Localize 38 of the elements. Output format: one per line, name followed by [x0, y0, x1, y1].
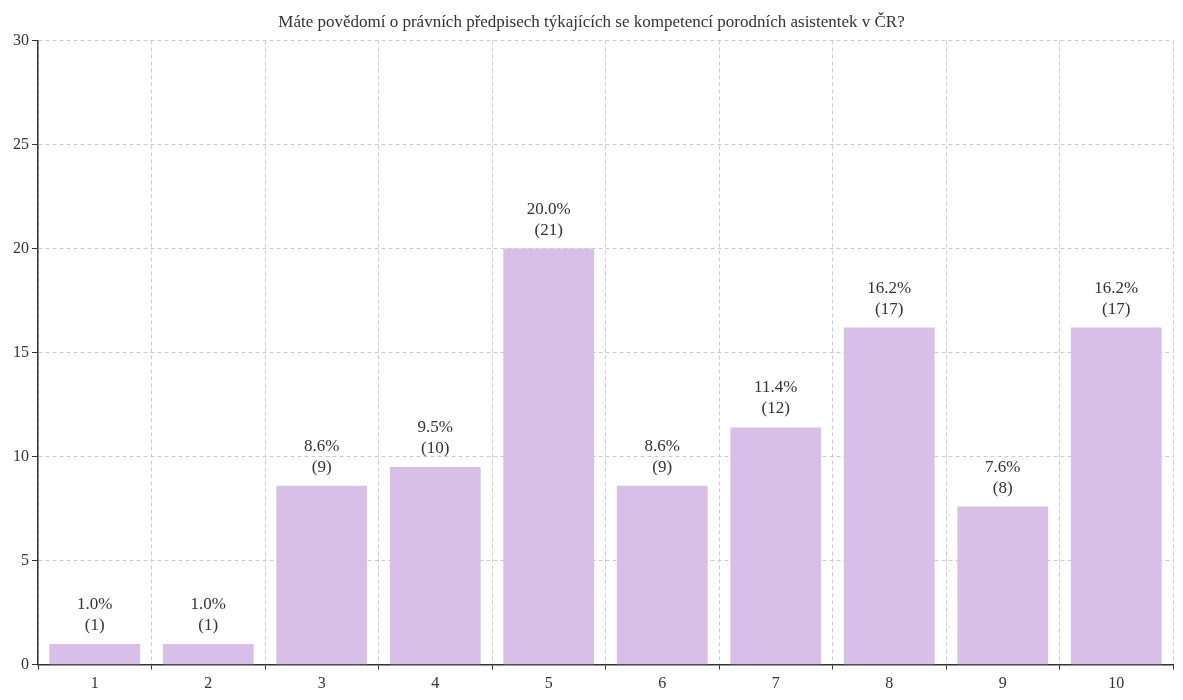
bar	[957, 506, 1049, 665]
bar	[162, 643, 254, 665]
data-label: 16.2% (17)	[867, 277, 912, 318]
data-label: 9.5% (10)	[417, 417, 453, 458]
y-tick-label: 5	[21, 550, 29, 568]
bar	[843, 327, 935, 665]
bar	[389, 467, 481, 665]
y-tick-label: 0	[21, 655, 29, 672]
data-label: 1.0% (1)	[77, 593, 113, 634]
x-tick-label: 2	[204, 673, 213, 691]
x-tick-label: 5	[544, 673, 553, 691]
x-tick-label: 4	[431, 673, 440, 691]
x-tick-label: 1	[90, 673, 99, 691]
bar	[49, 643, 141, 665]
x-tick-label: 9	[998, 673, 1007, 691]
x-tick-label: 7	[771, 673, 780, 691]
chart-title: Máte povědomí o právních předpisech týkajících se kompetencí porodních asistentek v ČR?	[278, 11, 905, 31]
bar	[730, 427, 822, 665]
bar	[503, 248, 595, 665]
data-label: 20.0% (21)	[526, 198, 571, 239]
data-label: 16.2% (17)	[1094, 277, 1139, 318]
y-tick-label: 20	[13, 238, 29, 256]
bar	[1070, 327, 1162, 665]
y-tick-label: 25	[13, 134, 29, 152]
bar	[616, 485, 708, 665]
bar	[276, 485, 368, 665]
y-tick-label: 15	[13, 342, 29, 360]
x-tick-label: 6	[658, 673, 667, 691]
y-tick-label: 10	[13, 446, 29, 464]
data-label: 8.6% (9)	[304, 435, 340, 476]
x-tick-label: 8	[885, 673, 894, 691]
x-tick-label: 3	[317, 673, 326, 691]
y-tick-label: 30	[13, 30, 29, 48]
data-label: 8.6% (9)	[644, 435, 680, 476]
data-label: 1.0% (1)	[190, 593, 226, 634]
x-tick-label: 10	[1108, 673, 1125, 691]
data-label: 7.6% (8)	[985, 456, 1021, 497]
data-label: 11.4% (12)	[754, 377, 798, 418]
